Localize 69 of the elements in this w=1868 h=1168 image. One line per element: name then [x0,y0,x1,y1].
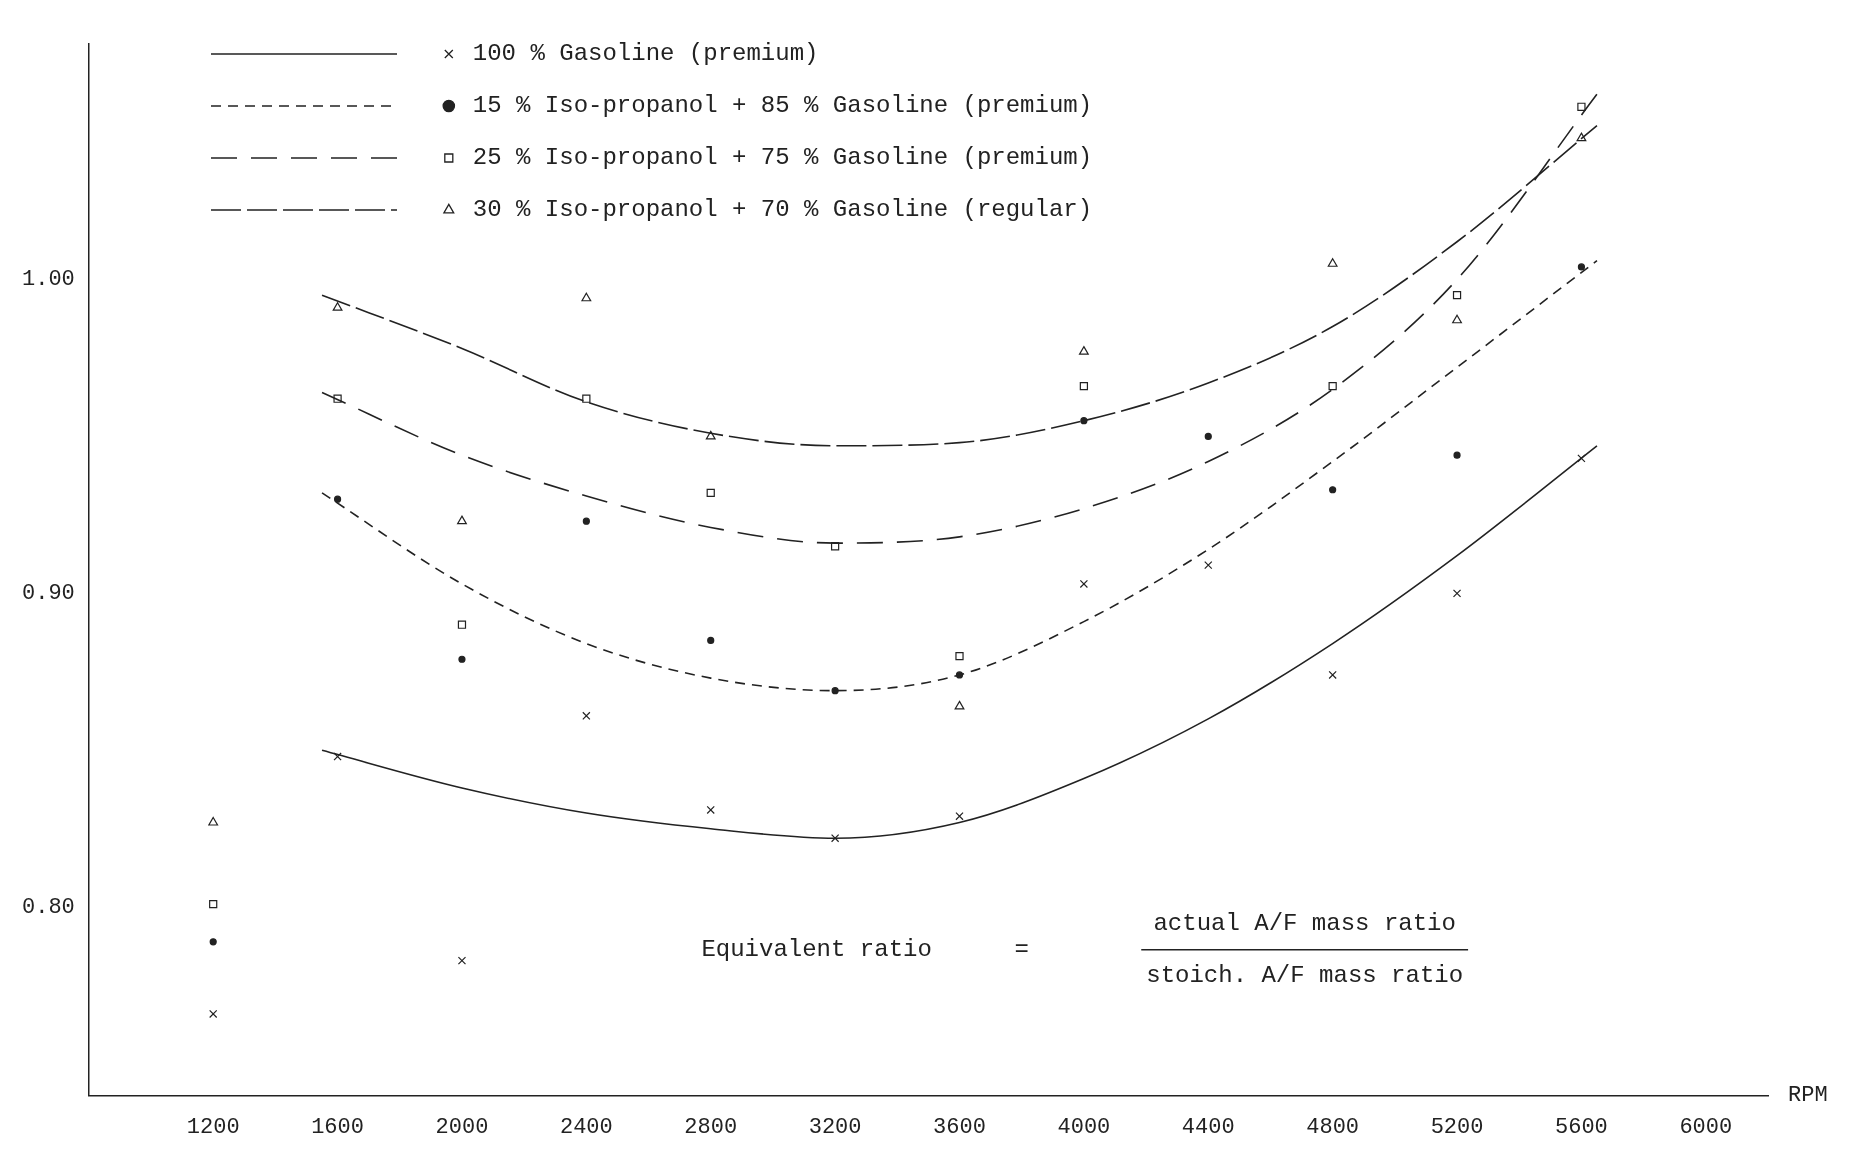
x-tick-label: 6000 [1679,1114,1733,1140]
x-tick-label: 4000 [1057,1114,1111,1140]
point [209,899,218,909]
point [208,816,219,826]
legend-label: 15 % Iso-propanol + 85 % Gasoline (premium) [472,92,1093,120]
legend-label: 100 % Gasoline (premium) [472,40,819,68]
x-tick-label: 5200 [1430,1114,1484,1140]
x-tick-label: 5600 [1555,1114,1608,1140]
x-tick-label: 4400 [1181,1114,1235,1140]
point [830,542,840,551]
point [209,938,217,946]
point [1204,432,1212,440]
x-tick-label: 2400 [559,1114,613,1140]
point [457,620,467,629]
annotation: Equivalent ratio [701,935,932,963]
line-series [321,445,1598,839]
y-tick-label: 0.80 [22,895,75,921]
point [707,636,715,645]
point [458,655,466,663]
legend-label: 25 % Iso-propanol + 75 % Gasoline (premium) [472,144,1093,172]
point [1080,417,1088,425]
x-tick-label: 4800 [1306,1114,1360,1140]
x-tick-label: 3600 [933,1114,986,1140]
point [706,488,715,498]
point [955,812,964,821]
point [1328,382,1337,391]
point [830,834,840,843]
point [333,495,342,503]
annotation: actual A/F mass ratio [1153,909,1456,937]
point [581,292,592,302]
point [457,515,467,525]
x-axis-title: RPM [1788,1083,1828,1109]
point [955,651,964,661]
point [1079,382,1089,391]
point [582,711,591,720]
point [1576,132,1587,142]
point [582,394,591,403]
point [1327,258,1338,267]
x-tick-label: 2800 [684,1114,738,1140]
point [333,394,342,403]
point [705,430,716,440]
legend-label: 30 % Iso-propanol + 70 % Gasoline (regular) [472,196,1093,224]
point [1452,290,1462,300]
point [1577,102,1586,111]
point [1453,451,1461,459]
point [209,1009,218,1019]
point [1452,314,1462,324]
point [1078,346,1089,355]
point [1079,579,1089,589]
point [1328,670,1337,680]
point [1204,560,1213,570]
point [332,302,343,311]
point [1577,263,1586,271]
point [1329,486,1337,494]
y-tick-label: 1.00 [22,267,75,293]
point [955,671,964,679]
x-tick-label: 1200 [186,1114,240,1140]
x-tick-label: 2000 [435,1114,489,1140]
point [831,687,839,695]
point [1452,589,1462,598]
annotation: stoich. A/F mass ratio [1146,961,1464,989]
x-tick-label: 1600 [311,1114,364,1140]
point [582,517,590,525]
point [706,805,715,815]
x-tick-label: 3200 [808,1114,862,1140]
point [457,956,467,965]
y-tick-label: 0.90 [22,581,75,607]
annotation: = [1014,935,1029,963]
point [954,700,965,710]
